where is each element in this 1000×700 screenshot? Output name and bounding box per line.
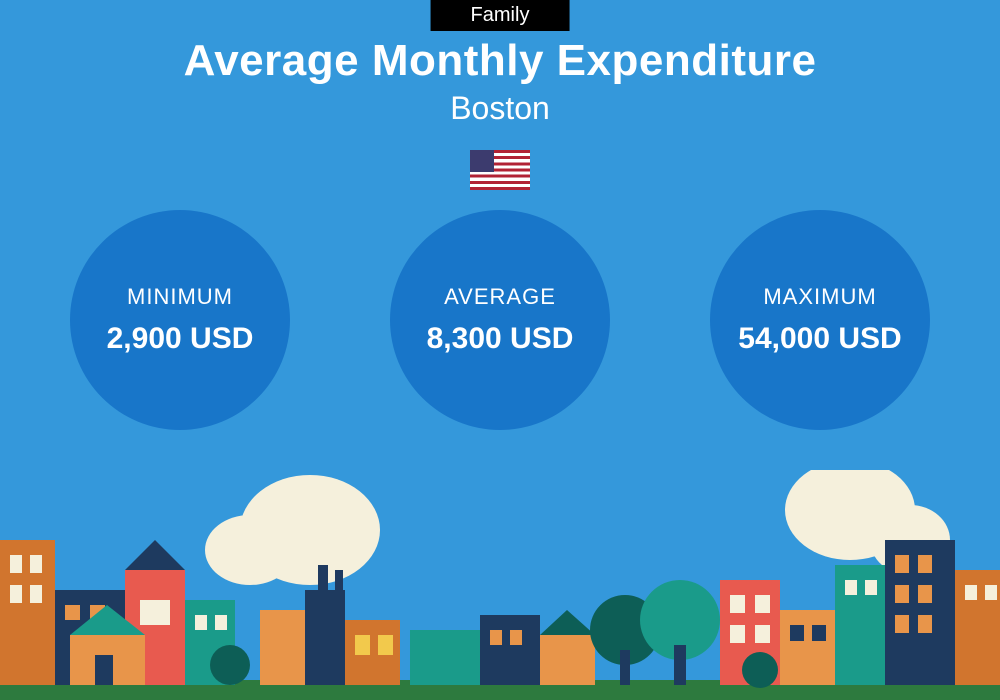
us-flag-icon: [470, 150, 530, 190]
stat-value: 8,300 USD: [427, 322, 574, 356]
stat-minimum: MINIMUM 2,900 USD: [70, 210, 290, 430]
cityscape-illustration: [0, 470, 1000, 700]
city-name: Boston: [0, 90, 1000, 127]
stat-label: MINIMUM: [127, 284, 233, 310]
stat-value: 2,900 USD: [107, 322, 254, 356]
stat-value: 54,000 USD: [738, 322, 901, 356]
stat-label: AVERAGE: [444, 284, 556, 310]
stat-label: MAXIMUM: [763, 284, 876, 310]
infographic-canvas: Family Average Monthly Expenditure Bosto…: [0, 0, 1000, 700]
category-tag: Family: [431, 0, 570, 31]
stats-row: MINIMUM 2,900 USD AVERAGE 8,300 USD MAXI…: [0, 210, 1000, 430]
page-title: Average Monthly Expenditure: [0, 36, 1000, 86]
stat-maximum: MAXIMUM 54,000 USD: [710, 210, 930, 430]
stat-average: AVERAGE 8,300 USD: [390, 210, 610, 430]
